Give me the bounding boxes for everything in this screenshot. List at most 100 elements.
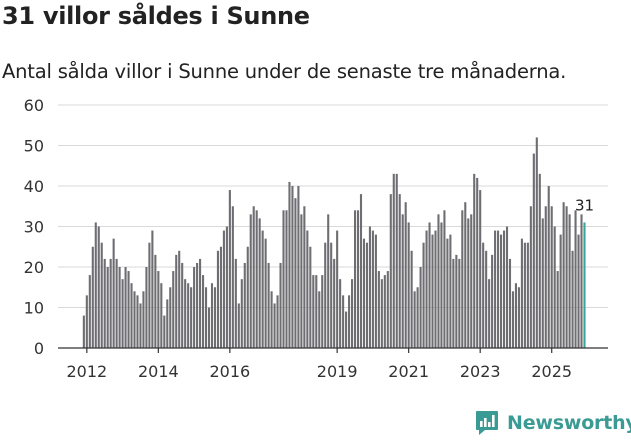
bar (130, 283, 133, 348)
bar (94, 222, 97, 348)
bar (199, 258, 202, 348)
bar (175, 254, 178, 348)
bar (461, 210, 464, 348)
bar (202, 275, 205, 348)
bar (377, 271, 380, 348)
chart-title: 31 villor såldes i Sunne (2, 2, 310, 30)
bar (550, 206, 553, 348)
bar (219, 246, 222, 348)
bar (425, 230, 428, 348)
bar (494, 230, 497, 348)
bar (464, 202, 467, 348)
bar (273, 303, 276, 348)
bar (526, 242, 529, 348)
bar (544, 206, 547, 348)
bar (91, 246, 94, 348)
bar (210, 283, 214, 348)
bar (109, 258, 112, 348)
bar (505, 226, 509, 348)
bar (523, 242, 526, 348)
bar (88, 275, 91, 348)
bar (488, 279, 491, 348)
bar (324, 242, 327, 348)
bar (172, 271, 175, 348)
chart-subtitle: Antal sålda villor i Sunne under de sena… (2, 60, 567, 83)
bar (473, 173, 476, 348)
bar (407, 222, 410, 348)
bar (345, 311, 348, 348)
bar (577, 234, 580, 348)
bar (514, 283, 517, 348)
bar (336, 230, 339, 348)
bar (428, 222, 431, 348)
bar (190, 287, 193, 348)
bar (321, 275, 324, 348)
bar (291, 186, 294, 348)
bar (565, 206, 568, 348)
bar (196, 262, 199, 348)
bar (315, 275, 318, 348)
y-tick-label: 60 (24, 96, 44, 115)
x-tick-label: 2016 (210, 362, 251, 381)
bar (136, 295, 139, 348)
y-tick-label: 10 (24, 299, 44, 318)
bar (133, 291, 136, 348)
bar (362, 238, 366, 348)
x-tick-label: 2014 (138, 362, 179, 381)
bar (371, 230, 374, 348)
y-tick-label: 0 (34, 339, 44, 358)
bar (449, 234, 452, 348)
bar (359, 194, 363, 348)
bar (497, 230, 500, 348)
bar (97, 226, 100, 348)
bar (178, 250, 181, 348)
bar (410, 250, 413, 348)
bar (157, 271, 160, 348)
bar (327, 214, 330, 348)
bar (261, 230, 264, 348)
bar (246, 246, 249, 348)
bar (288, 181, 291, 348)
bar (559, 234, 562, 348)
bar (568, 214, 571, 348)
bar (342, 295, 345, 348)
bar (240, 279, 243, 348)
bar (243, 262, 246, 348)
bar (389, 194, 392, 348)
x-tick-label: 2025 (531, 362, 572, 381)
bar (252, 206, 255, 348)
bar (225, 226, 228, 348)
bar (353, 210, 357, 348)
bar (285, 210, 288, 348)
bar (124, 267, 127, 348)
bar (470, 214, 473, 348)
x-tick-label: 2023 (460, 362, 501, 381)
y-axis-ticks: 0 10 20 30 40 50 60 (24, 96, 44, 358)
x-axis: 2012 2014 2016 2019 2021 2023 2025 (58, 347, 608, 381)
bar (416, 287, 419, 348)
bar (184, 279, 187, 348)
bar (535, 137, 538, 348)
bar (574, 210, 577, 348)
bar (163, 315, 166, 348)
bar (351, 279, 354, 348)
bar (422, 242, 425, 348)
bar (339, 279, 342, 348)
bar (437, 214, 440, 348)
bar (356, 210, 360, 348)
bar (82, 315, 85, 348)
bar (255, 210, 258, 348)
bar (139, 303, 142, 348)
y-tick-label: 20 (24, 258, 44, 277)
bar (553, 226, 556, 348)
bar (193, 267, 196, 348)
y-tick-label: 50 (24, 137, 44, 156)
bar (538, 173, 541, 348)
bar (395, 173, 398, 348)
bar (204, 287, 208, 348)
bar (482, 242, 485, 348)
bar (392, 173, 395, 348)
y-tick-label: 30 (24, 218, 44, 237)
bar (508, 258, 512, 348)
